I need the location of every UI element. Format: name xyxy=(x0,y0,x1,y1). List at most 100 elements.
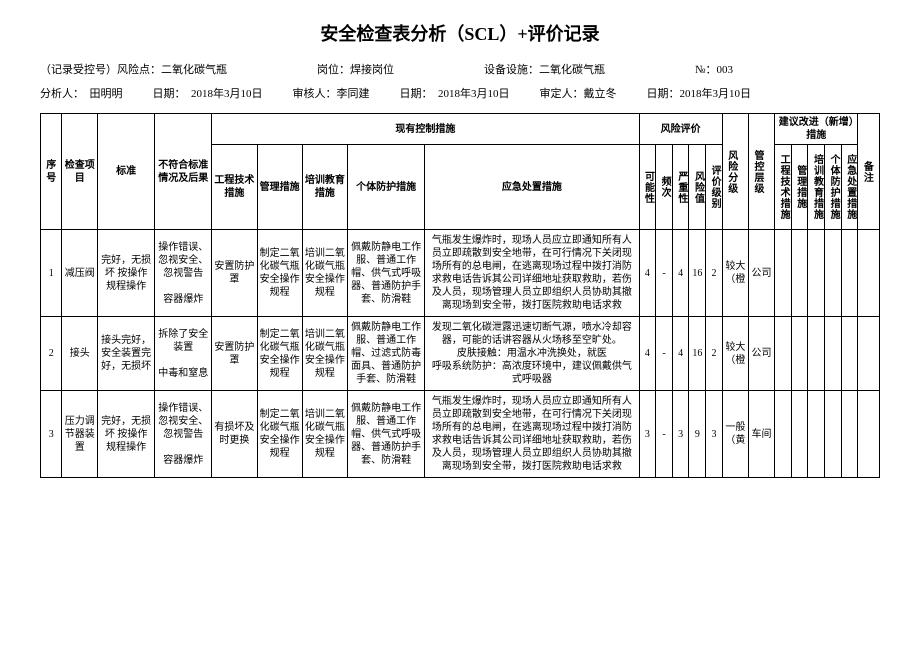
table-row: 3压力调节器装置完好，无损坏 按操作规程操作操作错误、忽视安全、忽视警告 容器爆… xyxy=(41,391,880,478)
th-risk-level: 风险分级 xyxy=(722,114,748,230)
table-cell xyxy=(858,230,880,317)
th-imp-ppe: 个体防护措施 xyxy=(825,145,842,230)
meta-date3: 日期：2018年3月10日 xyxy=(647,85,752,101)
table-cell: - xyxy=(656,391,673,478)
table-cell: 一般（黄 xyxy=(722,391,748,478)
table-cell: 完好，无损坏 按操作规程操作 xyxy=(98,391,155,478)
table-cell: 公司 xyxy=(748,230,774,317)
table-cell: 安置防护罩 xyxy=(212,230,257,317)
table-cell: 16 xyxy=(689,230,706,317)
table-cell xyxy=(791,230,808,317)
table-cell: 4 xyxy=(639,230,656,317)
table-cell: 4 xyxy=(672,230,689,317)
table-cell xyxy=(775,230,792,317)
table-cell: 2 xyxy=(41,317,62,391)
table-cell: 佩戴防静电工作服、普通工作帽、供气式呼吸器、普通防护手套、防滑鞋 xyxy=(347,391,424,478)
table-cell xyxy=(841,317,858,391)
table-cell: 气瓶发生爆炸时，现场人员应立即通知所有人员立即疏散到安全地带，在可行情况下关闭现… xyxy=(425,391,639,478)
th-risk-value: 风险值 xyxy=(689,145,706,230)
table-cell: 培训二氧化碳气瓶安全操作规程 xyxy=(302,317,347,391)
table-cell: 培训二氧化碳气瓶安全操作规程 xyxy=(302,391,347,478)
table-cell: 4 xyxy=(639,317,656,391)
th-emergency: 应急处置措施 xyxy=(425,145,639,230)
th-nonconform: 不符合标准情况及后果 xyxy=(155,114,212,230)
meta-row-1: （记录受控号）风险点：二氧化碳气瓶 岗位：焊接岗位 设备设施：二氧化碳气瓶 №：… xyxy=(40,61,880,77)
meta-post: 岗位：焊接岗位 xyxy=(317,61,394,77)
th-frequency: 频次 xyxy=(656,145,673,230)
th-eng: 工程技术措施 xyxy=(212,145,257,230)
scl-table: 序号 检查项目 标准 不符合标准情况及后果 现有控制措施 风险评价 风险分级 管… xyxy=(40,113,880,478)
meta-approver: 审定人：戴立冬 xyxy=(540,85,617,101)
table-cell: 2 xyxy=(706,317,723,391)
th-remark: 备注 xyxy=(858,114,880,230)
th-possibility: 可能性 xyxy=(639,145,656,230)
table-cell xyxy=(775,391,792,478)
table-cell xyxy=(791,317,808,391)
table-cell: 操作错误、忽视安全、忽视警告 容器爆炸 xyxy=(155,391,212,478)
meta-record: （记录受控号）风险点：二氧化碳气瓶 xyxy=(40,61,227,77)
table-cell: 发现二氧化碳泄露迅速切断气源，喷水冷却容器，可能的话讲容器从火场移至空旷处。皮肤… xyxy=(425,317,639,391)
table-cell: 减压阀 xyxy=(62,230,98,317)
th-item: 检查项目 xyxy=(62,114,98,230)
th-eval-level: 评价级别 xyxy=(706,145,723,230)
th-ppe: 个体防护措施 xyxy=(347,145,424,230)
table-cell xyxy=(808,230,825,317)
table-cell xyxy=(825,230,842,317)
meta-equipment: 设备设施：二氧化碳气瓶 xyxy=(484,61,605,77)
table-cell xyxy=(791,391,808,478)
table-cell: 16 xyxy=(689,317,706,391)
th-train: 培训教育措施 xyxy=(302,145,347,230)
table-cell xyxy=(808,317,825,391)
table-cell: - xyxy=(656,317,673,391)
table-cell xyxy=(825,391,842,478)
th-imp-mgmt: 管理措施 xyxy=(791,145,808,230)
table-cell: 培训二氧化碳气瓶安全操作规程 xyxy=(302,230,347,317)
table-cell: 3 xyxy=(639,391,656,478)
meta-no: №：003 xyxy=(695,61,733,77)
table-cell: 3 xyxy=(41,391,62,478)
meta-analyst: 分析人： 田明明 xyxy=(40,85,123,101)
th-seq: 序号 xyxy=(41,114,62,230)
th-standard: 标准 xyxy=(98,114,155,230)
th-improvement-group: 建议改进（新增）措施 xyxy=(775,114,858,145)
table-cell: 3 xyxy=(706,391,723,478)
table-cell xyxy=(858,391,880,478)
table-cell: 拆除了安全装置 中毒和窒息 xyxy=(155,317,212,391)
table-cell: 制定二氧化碳气瓶安全操作规程 xyxy=(257,391,302,478)
table-cell: 4 xyxy=(672,317,689,391)
meta-reviewer: 审核人：李同建 xyxy=(293,85,370,101)
table-cell: 接头完好，安全装置完好，无损坏 xyxy=(98,317,155,391)
meta-date1: 日期： 2018年3月10日 xyxy=(153,85,263,101)
table-row: 1减压阀完好，无损坏 按操作规程操作操作错误、忽视安全、忽视警告 容器爆炸安置防… xyxy=(41,230,880,317)
th-severity: 严重性 xyxy=(672,145,689,230)
table-cell: 压力调节器装置 xyxy=(62,391,98,478)
table-row: 2接头接头完好，安全装置完好，无损坏拆除了安全装置 中毒和窒息安置防护罩制定二氧… xyxy=(41,317,880,391)
meta-row-2: 分析人： 田明明 日期： 2018年3月10日 审核人：李同建 日期： 2018… xyxy=(40,85,880,101)
th-risk-group: 风险评价 xyxy=(639,114,722,145)
document-title: 安全检查表分析（SCL）+评价记录 xyxy=(40,20,880,46)
table-cell: 2 xyxy=(706,230,723,317)
table-cell: 车间 xyxy=(748,391,774,478)
th-control-group: 现有控制措施 xyxy=(212,114,639,145)
table-cell: 佩戴防静电工作服、普通工作帽、过滤式防毒面具、普通防护手套、防滑鞋 xyxy=(347,317,424,391)
th-mgmt: 管理措施 xyxy=(257,145,302,230)
table-cell xyxy=(858,317,880,391)
table-cell: 较大（橙 xyxy=(722,317,748,391)
th-imp-eng: 工程技术措施 xyxy=(775,145,792,230)
table-cell: 佩戴防静电工作服、普通工作帽、供气式呼吸器、普通防护手套、防滑鞋 xyxy=(347,230,424,317)
table-cell: - xyxy=(656,230,673,317)
table-cell: 制定二氧化碳气瓶安全操作规程 xyxy=(257,317,302,391)
meta-date2: 日期： 2018年3月10日 xyxy=(400,85,510,101)
table-cell: 气瓶发生爆炸时，现场人员应立即通知所有人员立即疏散到安全地带，在可行情况下关闭现… xyxy=(425,230,639,317)
table-cell xyxy=(808,391,825,478)
table-cell: 安置防护罩 xyxy=(212,317,257,391)
table-cell xyxy=(841,391,858,478)
table-cell: 制定二氧化碳气瓶安全操作规程 xyxy=(257,230,302,317)
table-cell xyxy=(775,317,792,391)
table-cell: 接头 xyxy=(62,317,98,391)
th-imp-emergency: 应急处置措施 xyxy=(841,145,858,230)
th-imp-train: 培训教育措施 xyxy=(808,145,825,230)
table-cell: 1 xyxy=(41,230,62,317)
table-cell xyxy=(841,230,858,317)
table-cell: 有损坏及时更换 xyxy=(212,391,257,478)
